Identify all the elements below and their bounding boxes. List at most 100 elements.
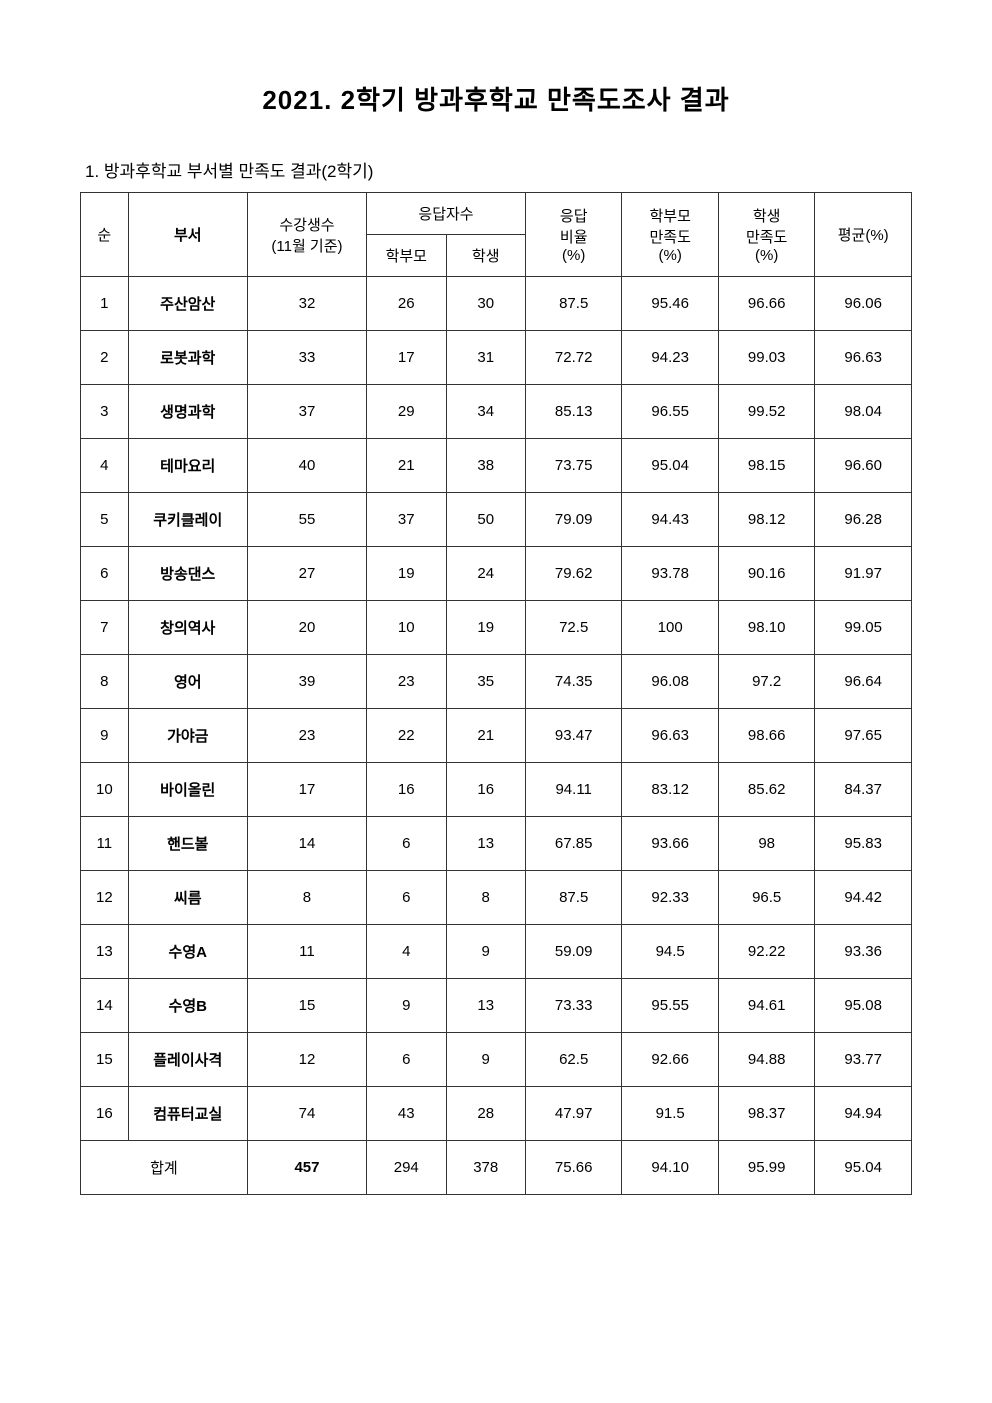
cell-student_sat: 92.22 — [718, 925, 814, 979]
cell-student_sat: 99.03 — [718, 331, 814, 385]
cell-student_sat: 96.66 — [718, 277, 814, 331]
cell-avg: 96.64 — [815, 655, 912, 709]
cell-avg: 93.77 — [815, 1033, 912, 1087]
cell-idx: 6 — [81, 547, 129, 601]
cell-parent_sat: 94.5 — [622, 925, 718, 979]
table-row: 8영어39233574.3596.0897.296.64 — [81, 655, 912, 709]
cell-idx: 7 — [81, 601, 129, 655]
cell-parent: 6 — [367, 871, 446, 925]
cell-count: 37 — [247, 385, 366, 439]
cell-idx: 13 — [81, 925, 129, 979]
cell-total-parent: 294 — [367, 1141, 446, 1195]
cell-resp_rate: 73.75 — [525, 439, 621, 493]
th-resp-rate-l1: 응답 — [560, 208, 588, 225]
cell-parent_sat: 96.08 — [622, 655, 718, 709]
cell-idx: 12 — [81, 871, 129, 925]
cell-count: 23 — [247, 709, 366, 763]
cell-resp_rate: 93.47 — [525, 709, 621, 763]
th-student-sat-l2: 만족도 — [746, 229, 787, 246]
cell-student_sat: 94.88 — [718, 1033, 814, 1087]
cell-student: 24 — [446, 547, 525, 601]
cell-student: 34 — [446, 385, 525, 439]
cell-parent: 17 — [367, 331, 446, 385]
cell-parent: 10 — [367, 601, 446, 655]
cell-parent_sat: 95.46 — [622, 277, 718, 331]
th-resp-rate-l3: (%) — [562, 247, 585, 264]
th-resp-rate: 응답 비율 (%) — [525, 193, 621, 277]
cell-parent: 21 — [367, 439, 446, 493]
cell-total-student: 378 — [446, 1141, 525, 1195]
cell-count: 20 — [247, 601, 366, 655]
cell-resp_rate: 85.13 — [525, 385, 621, 439]
cell-count: 39 — [247, 655, 366, 709]
cell-parent: 19 — [367, 547, 446, 601]
cell-student_sat: 99.52 — [718, 385, 814, 439]
cell-resp_rate: 94.11 — [525, 763, 621, 817]
cell-parent_sat: 96.63 — [622, 709, 718, 763]
cell-count: 14 — [247, 817, 366, 871]
cell-student_sat: 90.16 — [718, 547, 814, 601]
cell-resp_rate: 62.5 — [525, 1033, 621, 1087]
cell-total-avg: 95.04 — [815, 1141, 912, 1195]
cell-student_sat: 94.61 — [718, 979, 814, 1033]
cell-student_sat: 85.62 — [718, 763, 814, 817]
cell-avg: 96.60 — [815, 439, 912, 493]
th-count-l1: 수강생수 — [279, 217, 334, 234]
th-student-sat-l1: 학생 — [753, 208, 781, 225]
th-resp-rate-l2: 비율 — [560, 229, 588, 246]
cell-dept: 수영A — [128, 925, 247, 979]
table-body: 1주산암산32263087.595.4696.6696.062로봇과학33173… — [81, 277, 912, 1195]
cell-dept: 바이올린 — [128, 763, 247, 817]
cell-avg: 96.28 — [815, 493, 912, 547]
cell-resp_rate: 73.33 — [525, 979, 621, 1033]
cell-resp_rate: 87.5 — [525, 871, 621, 925]
table-row: 9가야금23222193.4796.6398.6697.65 — [81, 709, 912, 763]
cell-resp_rate: 59.09 — [525, 925, 621, 979]
cell-avg: 95.08 — [815, 979, 912, 1033]
cell-parent_sat: 95.55 — [622, 979, 718, 1033]
cell-dept: 주산암산 — [128, 277, 247, 331]
cell-avg: 93.36 — [815, 925, 912, 979]
cell-count: 15 — [247, 979, 366, 1033]
cell-total-count: 457 — [247, 1141, 366, 1195]
cell-student_sat: 98.12 — [718, 493, 814, 547]
cell-avg: 84.37 — [815, 763, 912, 817]
cell-resp_rate: 67.85 — [525, 817, 621, 871]
cell-count: 12 — [247, 1033, 366, 1087]
cell-idx: 2 — [81, 331, 129, 385]
cell-dept: 플레이사격 — [128, 1033, 247, 1087]
cell-parent_sat: 100 — [622, 601, 718, 655]
table-row: 3생명과학37293485.1396.5599.5298.04 — [81, 385, 912, 439]
cell-dept: 쿠키클레이 — [128, 493, 247, 547]
cell-avg: 98.04 — [815, 385, 912, 439]
cell-student: 9 — [446, 925, 525, 979]
cell-avg: 91.97 — [815, 547, 912, 601]
cell-total-label: 합계 — [81, 1141, 248, 1195]
table-row: 15플레이사격126962.592.6694.8893.77 — [81, 1033, 912, 1087]
cell-parent: 6 — [367, 817, 446, 871]
cell-total-parent_sat: 94.10 — [622, 1141, 718, 1195]
cell-parent_sat: 93.66 — [622, 817, 718, 871]
cell-dept: 테마요리 — [128, 439, 247, 493]
table-row: 13수영A114959.0994.592.2293.36 — [81, 925, 912, 979]
cell-total-student_sat: 95.99 — [718, 1141, 814, 1195]
table-row: 1주산암산32263087.595.4696.6696.06 — [81, 277, 912, 331]
cell-student_sat: 97.2 — [718, 655, 814, 709]
cell-parent: 29 — [367, 385, 446, 439]
cell-parent_sat: 93.78 — [622, 547, 718, 601]
cell-student_sat: 98.10 — [718, 601, 814, 655]
satisfaction-table: 순 부서 수강생수 (11월 기준) 응답자수 응답 비율 (%) 학부모 만족… — [80, 192, 912, 1195]
cell-dept: 방송댄스 — [128, 547, 247, 601]
th-count-l2: (11월 기준) — [271, 238, 342, 255]
table-total-row: 합계45729437875.6694.1095.9995.04 — [81, 1141, 912, 1195]
cell-count: 40 — [247, 439, 366, 493]
table-row: 6방송댄스27192479.6293.7890.1691.97 — [81, 547, 912, 601]
table-row: 16컴퓨터교실74432847.9791.598.3794.94 — [81, 1087, 912, 1141]
cell-parent: 6 — [367, 1033, 446, 1087]
table-row: 11핸드볼1461367.8593.669895.83 — [81, 817, 912, 871]
cell-idx: 8 — [81, 655, 129, 709]
cell-dept: 컴퓨터교실 — [128, 1087, 247, 1141]
cell-student: 38 — [446, 439, 525, 493]
cell-parent: 43 — [367, 1087, 446, 1141]
cell-student_sat: 96.5 — [718, 871, 814, 925]
